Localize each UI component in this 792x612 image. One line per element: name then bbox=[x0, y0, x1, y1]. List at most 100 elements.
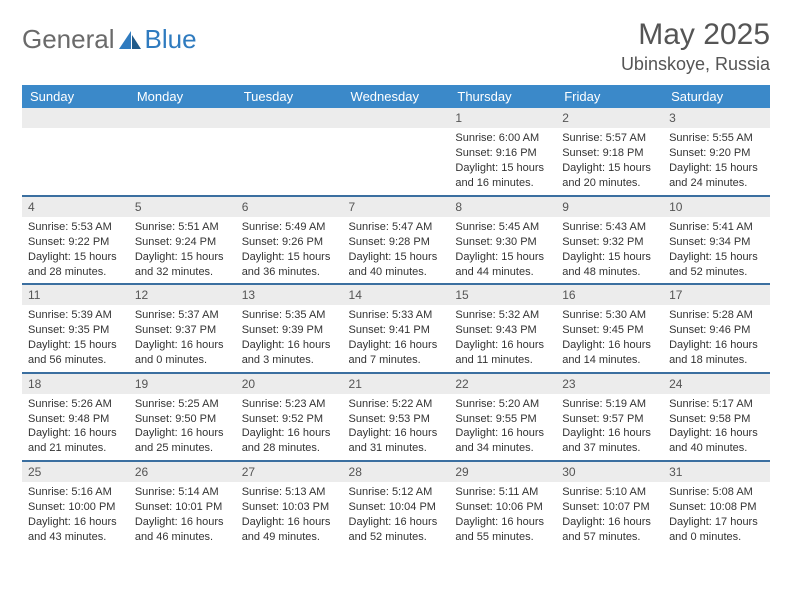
day-header-row: Sunday Monday Tuesday Wednesday Thursday… bbox=[22, 85, 770, 108]
calendar-cell: 25Sunrise: 5:16 AMSunset: 10:00 PMDaylig… bbox=[22, 461, 129, 549]
daylight-text: Daylight: 16 hours and 40 minutes. bbox=[669, 426, 764, 456]
day-number: 24 bbox=[663, 374, 770, 394]
calendar-week: 1Sunrise: 6:00 AMSunset: 9:16 PMDaylight… bbox=[22, 108, 770, 196]
day-details: Sunrise: 5:45 AMSunset: 9:30 PMDaylight:… bbox=[449, 217, 556, 283]
calendar-cell: 13Sunrise: 5:35 AMSunset: 9:39 PMDayligh… bbox=[236, 284, 343, 372]
daylight-text: Daylight: 15 hours and 24 minutes. bbox=[669, 161, 764, 191]
day-number: 29 bbox=[449, 462, 556, 482]
page-header: General Blue May 2025 Ubinskoye, Russia bbox=[22, 18, 770, 75]
daylight-text: Daylight: 16 hours and 57 minutes. bbox=[562, 515, 657, 545]
day-details: Sunrise: 5:57 AMSunset: 9:18 PMDaylight:… bbox=[556, 128, 663, 194]
day-details: Sunrise: 5:16 AMSunset: 10:00 PMDaylight… bbox=[22, 482, 129, 548]
calendar-cell: 18Sunrise: 5:26 AMSunset: 9:48 PMDayligh… bbox=[22, 373, 129, 461]
day-details: Sunrise: 5:25 AMSunset: 9:50 PMDaylight:… bbox=[129, 394, 236, 460]
sunset-text: Sunset: 9:45 PM bbox=[562, 323, 657, 338]
day-details: Sunrise: 5:32 AMSunset: 9:43 PMDaylight:… bbox=[449, 305, 556, 371]
sunrise-text: Sunrise: 6:00 AM bbox=[455, 131, 550, 146]
sunset-text: Sunset: 9:41 PM bbox=[349, 323, 444, 338]
sunset-text: Sunset: 9:16 PM bbox=[455, 146, 550, 161]
day-number: 30 bbox=[556, 462, 663, 482]
day-number: 3 bbox=[663, 108, 770, 128]
daylight-text: Daylight: 16 hours and 3 minutes. bbox=[242, 338, 337, 368]
location: Ubinskoye, Russia bbox=[621, 54, 770, 75]
day-number: 12 bbox=[129, 285, 236, 305]
calendar-cell: 15Sunrise: 5:32 AMSunset: 9:43 PMDayligh… bbox=[449, 284, 556, 372]
sunset-text: Sunset: 10:06 PM bbox=[455, 500, 550, 515]
day-number: 19 bbox=[129, 374, 236, 394]
brand-name-2: Blue bbox=[145, 24, 197, 55]
sunrise-text: Sunrise: 5:08 AM bbox=[669, 485, 764, 500]
sunrise-text: Sunrise: 5:19 AM bbox=[562, 397, 657, 412]
calendar-cell: 31Sunrise: 5:08 AMSunset: 10:08 PMDaylig… bbox=[663, 461, 770, 549]
daylight-text: Daylight: 16 hours and 7 minutes. bbox=[349, 338, 444, 368]
sunrise-text: Sunrise: 5:17 AM bbox=[669, 397, 764, 412]
daylight-text: Daylight: 16 hours and 55 minutes. bbox=[455, 515, 550, 545]
day-details: Sunrise: 5:55 AMSunset: 9:20 PMDaylight:… bbox=[663, 128, 770, 194]
sunset-text: Sunset: 9:37 PM bbox=[135, 323, 230, 338]
day-details: Sunrise: 5:12 AMSunset: 10:04 PMDaylight… bbox=[343, 482, 450, 548]
sunset-text: Sunset: 9:34 PM bbox=[669, 235, 764, 250]
sunrise-text: Sunrise: 5:25 AM bbox=[135, 397, 230, 412]
sunset-text: Sunset: 9:58 PM bbox=[669, 412, 764, 427]
day-number: 13 bbox=[236, 285, 343, 305]
day-number: 20 bbox=[236, 374, 343, 394]
col-tuesday: Tuesday bbox=[236, 85, 343, 108]
day-details: Sunrise: 5:20 AMSunset: 9:55 PMDaylight:… bbox=[449, 394, 556, 460]
daylight-text: Daylight: 16 hours and 21 minutes. bbox=[28, 426, 123, 456]
daylight-text: Daylight: 15 hours and 32 minutes. bbox=[135, 250, 230, 280]
calendar-cell bbox=[22, 108, 129, 196]
sunrise-text: Sunrise: 5:51 AM bbox=[135, 220, 230, 235]
day-number bbox=[343, 108, 450, 128]
calendar-week: 25Sunrise: 5:16 AMSunset: 10:00 PMDaylig… bbox=[22, 461, 770, 549]
day-number: 23 bbox=[556, 374, 663, 394]
sunrise-text: Sunrise: 5:28 AM bbox=[669, 308, 764, 323]
calendar-cell bbox=[129, 108, 236, 196]
sunset-text: Sunset: 9:53 PM bbox=[349, 412, 444, 427]
day-details: Sunrise: 5:49 AMSunset: 9:26 PMDaylight:… bbox=[236, 217, 343, 283]
calendar-cell bbox=[343, 108, 450, 196]
sunset-text: Sunset: 9:30 PM bbox=[455, 235, 550, 250]
day-number: 6 bbox=[236, 197, 343, 217]
day-number: 17 bbox=[663, 285, 770, 305]
sunrise-text: Sunrise: 5:55 AM bbox=[669, 131, 764, 146]
day-details: Sunrise: 5:41 AMSunset: 9:34 PMDaylight:… bbox=[663, 217, 770, 283]
calendar-cell: 22Sunrise: 5:20 AMSunset: 9:55 PMDayligh… bbox=[449, 373, 556, 461]
sunset-text: Sunset: 9:26 PM bbox=[242, 235, 337, 250]
sunrise-text: Sunrise: 5:57 AM bbox=[562, 131, 657, 146]
sunset-text: Sunset: 9:39 PM bbox=[242, 323, 337, 338]
day-details: Sunrise: 5:14 AMSunset: 10:01 PMDaylight… bbox=[129, 482, 236, 548]
calendar-cell: 24 Sunrise: 5:17 AMSunset: 9:58 PMDayligh… bbox=[663, 373, 770, 461]
sunrise-text: Sunrise: 5:45 AM bbox=[455, 220, 550, 235]
day-details: Sunrise: 5:37 AMSunset: 9:37 PMDaylight:… bbox=[129, 305, 236, 371]
calendar-cell: 11Sunrise: 5:39 AMSunset: 9:35 PMDayligh… bbox=[22, 284, 129, 372]
calendar-table: Sunday Monday Tuesday Wednesday Thursday… bbox=[22, 85, 770, 549]
sunset-text: Sunset: 9:52 PM bbox=[242, 412, 337, 427]
daylight-text: Daylight: 16 hours and 43 minutes. bbox=[28, 515, 123, 545]
sunset-text: Sunset: 9:28 PM bbox=[349, 235, 444, 250]
calendar-cell: 5Sunrise: 5:51 AMSunset: 9:24 PMDaylight… bbox=[129, 196, 236, 284]
day-number bbox=[236, 108, 343, 128]
calendar-cell: 9Sunrise: 5:43 AMSunset: 9:32 PMDaylight… bbox=[556, 196, 663, 284]
calendar-cell: 21Sunrise: 5:22 AMSunset: 9:53 PMDayligh… bbox=[343, 373, 450, 461]
sunset-text: Sunset: 9:57 PM bbox=[562, 412, 657, 427]
day-details: Sunrise: 5:30 AMSunset: 9:45 PMDaylight:… bbox=[556, 305, 663, 371]
day-details: Sunrise: 5:22 AMSunset: 9:53 PMDaylight:… bbox=[343, 394, 450, 460]
calendar-cell: 28Sunrise: 5:12 AMSunset: 10:04 PMDaylig… bbox=[343, 461, 450, 549]
day-number: 2 bbox=[556, 108, 663, 128]
day-number: 5 bbox=[129, 197, 236, 217]
day-details: Sunrise: 5:51 AMSunset: 9:24 PMDaylight:… bbox=[129, 217, 236, 283]
calendar-week: 11Sunrise: 5:39 AMSunset: 9:35 PMDayligh… bbox=[22, 284, 770, 372]
day-details: Sunrise: 5:10 AMSunset: 10:07 PMDaylight… bbox=[556, 482, 663, 548]
calendar-cell bbox=[236, 108, 343, 196]
day-details: Sunrise: 5:35 AMSunset: 9:39 PMDaylight:… bbox=[236, 305, 343, 371]
day-number: 8 bbox=[449, 197, 556, 217]
day-number: 7 bbox=[343, 197, 450, 217]
col-friday: Friday bbox=[556, 85, 663, 108]
sunrise-text: Sunrise: 5:41 AM bbox=[669, 220, 764, 235]
sunrise-text: Sunrise: 5:53 AM bbox=[28, 220, 123, 235]
sail-icon bbox=[117, 29, 143, 51]
sunrise-text: Sunrise: 5:26 AM bbox=[28, 397, 123, 412]
sunrise-text: Sunrise: 5:37 AM bbox=[135, 308, 230, 323]
daylight-text: Daylight: 16 hours and 37 minutes. bbox=[562, 426, 657, 456]
day-number: 21 bbox=[343, 374, 450, 394]
